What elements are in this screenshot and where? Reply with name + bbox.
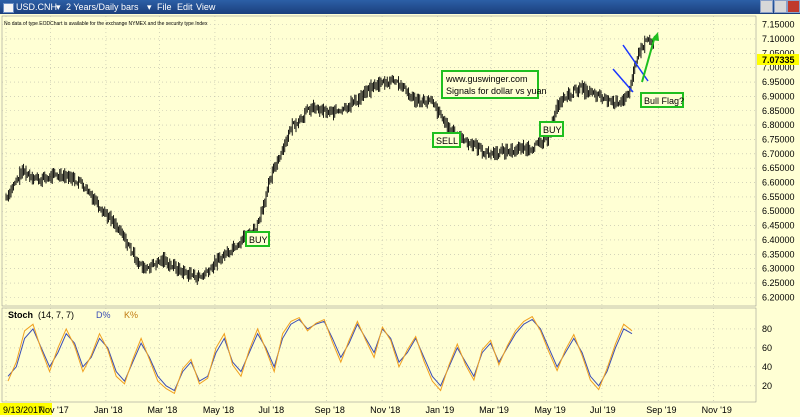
stoch-tick-label: 40	[762, 362, 772, 372]
stoch-axis: 80 60 40 20	[762, 324, 772, 391]
annotation-label: SELL	[436, 136, 458, 146]
annotation-buy-1: BUY	[245, 231, 270, 247]
annotation-buy-2: BUY	[539, 121, 564, 137]
annotation-label: Signals for dollar vs yuan	[446, 86, 547, 96]
x-tick-label: Jan '19	[425, 405, 454, 415]
y-tick-label: 7.05000	[762, 48, 795, 58]
y-tick-label: 6.75000	[762, 134, 795, 144]
annotation-guswinger: www.guswinger.com Signals for dollar vs …	[441, 70, 547, 99]
x-tick-label: May '18	[203, 405, 234, 415]
annotation-label: BUY	[543, 125, 562, 135]
legend-k: K%	[124, 310, 138, 320]
stoch-series-K%	[7, 315, 633, 395]
y-tick-label: 6.95000	[762, 77, 795, 87]
y-tick-label: 6.65000	[762, 163, 795, 173]
y-tick-label: 6.70000	[762, 149, 795, 159]
annotation-label: www.guswinger.com	[445, 74, 528, 84]
y-tick-label: 7.10000	[762, 34, 795, 44]
stoch-title: Stoch	[8, 310, 33, 320]
dropdown-chevron-icon[interactable]: ▾	[147, 2, 152, 12]
stoch-tick-label: 60	[762, 343, 772, 353]
close-button[interactable]	[787, 0, 800, 13]
x-tick-label: Nov '17	[39, 405, 69, 415]
y-tick-label: 6.20000	[762, 292, 795, 302]
stoch-tick-label: 20	[762, 381, 772, 391]
y-tick-label: 6.40000	[762, 235, 795, 245]
y-tick-label: 6.35000	[762, 249, 795, 259]
y-tick-label: 6.85000	[762, 106, 795, 116]
menu-edit[interactable]: Edit	[177, 2, 193, 12]
price-grid	[2, 16, 756, 306]
y-tick-label: 6.50000	[762, 206, 795, 216]
x-tick-label: Jan '18	[94, 405, 123, 415]
y-tick-label: 6.60000	[762, 178, 795, 188]
annotation-sell: SELL	[432, 132, 461, 148]
symbol-label[interactable]: USD.CNH	[16, 2, 58, 12]
x-tick-label: Mar '19	[479, 405, 509, 415]
stoch-series-D%	[7, 318, 633, 392]
app-icon	[3, 3, 14, 13]
y-tick-label: 6.90000	[762, 91, 795, 101]
x-tick-label: Jul '19	[590, 405, 616, 415]
annotation-bull-flag: Bull Flag?	[640, 92, 684, 108]
menu-file[interactable]: File	[157, 2, 172, 12]
y-tick-label: 6.55000	[762, 192, 795, 202]
x-tick-label: 9/13/2017	[3, 405, 43, 415]
last-price-value: 7.07335	[762, 55, 795, 65]
minimize-button[interactable]	[760, 0, 773, 13]
x-tick-label: Nov '19	[702, 405, 732, 415]
annotation-label: BUY	[249, 235, 268, 245]
y-tick-label: 7.15000	[762, 20, 795, 30]
dropdown-chevron-icon[interactable]: ▾	[56, 2, 61, 12]
menu-view[interactable]: View	[196, 2, 216, 12]
x-tick-label: May '19	[535, 405, 566, 415]
stoch-tick-label: 80	[762, 324, 772, 334]
x-tick-label: Mar '18	[148, 405, 178, 415]
y-tick-label: 6.80000	[762, 120, 795, 130]
interval-label[interactable]: 2 Years/Daily bars	[66, 2, 139, 12]
price-axis: 7.15000 7.10000 7.05000 7.00000 6.95000 6.900…	[762, 20, 795, 303]
price-bars	[5, 34, 654, 285]
y-tick-label: 7.00000	[762, 63, 795, 73]
stoch-panel	[1, 307, 757, 403]
last-price-tag	[757, 54, 799, 65]
breakout-arrow	[641, 32, 659, 83]
legend-d: D%	[96, 310, 111, 320]
notice-text: No data of type EODChart is available fo…	[4, 21, 208, 27]
title-bar: USD.CNH ▾ 2 Years/Daily bars ▾ File Edit…	[0, 0, 800, 14]
x-tick-label: Nov '18	[370, 405, 400, 415]
price-panel	[1, 15, 757, 307]
annotation-label: Bull Flag?	[644, 96, 684, 106]
y-tick-label: 6.25000	[762, 278, 795, 288]
x-tick-label: Sep '18	[315, 405, 345, 415]
maximize-button[interactable]	[774, 0, 787, 13]
y-tick-label: 6.30000	[762, 264, 795, 274]
stoch-params: (14, 7, 7)	[38, 310, 74, 320]
x-tick-label: Sep '19	[646, 405, 676, 415]
y-tick-label: 6.45000	[762, 221, 795, 231]
stoch-lines	[7, 315, 633, 395]
x-tick-label: Jul '18	[258, 405, 284, 415]
start-date-tag	[0, 403, 52, 415]
chart-area[interactable]: 7.15000 7.10000 7.05000 7.00000 6.95000 6.900…	[0, 14, 800, 417]
